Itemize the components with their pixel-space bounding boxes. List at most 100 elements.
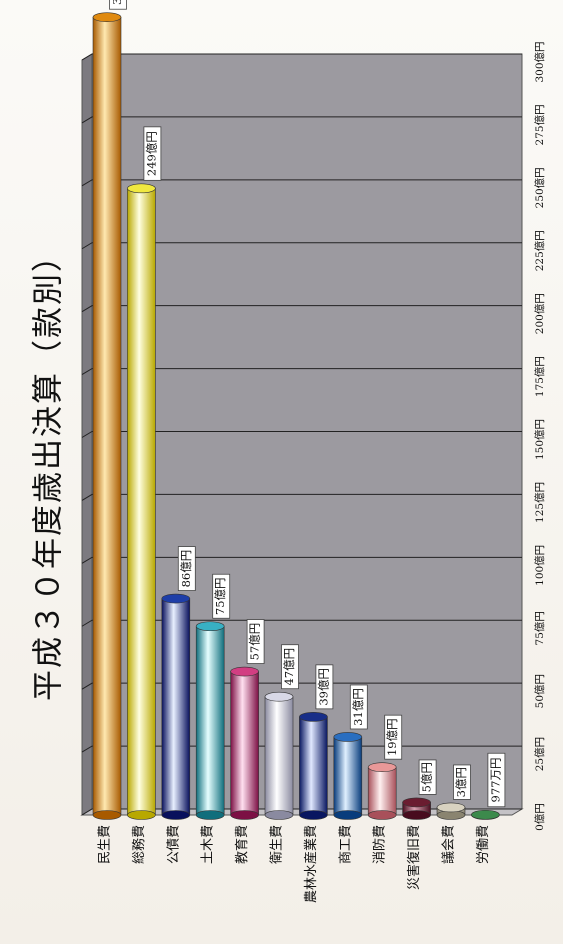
category-label: 衛生費	[270, 825, 285, 864]
category-label: 災害復旧費	[406, 825, 422, 890]
tick-label: 275億円	[533, 104, 546, 145]
category-label: 商工費	[338, 825, 353, 864]
data-label: 75億円	[212, 573, 231, 619]
bar-top	[127, 183, 156, 194]
data-label-box	[349, 684, 368, 730]
tick-label: 50億円	[533, 674, 546, 708]
tick-label: 225億円	[533, 230, 546, 271]
data-label-box	[453, 764, 471, 800]
data-label: 3億円	[453, 764, 471, 800]
bar	[299, 712, 328, 820]
data-label-box	[246, 619, 265, 664]
bar-base	[367, 810, 397, 820]
category-label: 労働費	[476, 825, 491, 864]
bar	[436, 802, 466, 820]
bar-top	[436, 802, 466, 813]
bar	[471, 809, 500, 820]
tick-label: 175億円	[533, 356, 546, 397]
gridline	[81, 493, 522, 501]
tick-label: 75億円	[533, 611, 546, 645]
bar-base	[402, 810, 431, 820]
data-label: 31億円	[349, 684, 368, 730]
bar	[161, 593, 191, 820]
gridline	[81, 682, 522, 690]
tick-label: 150億円	[533, 419, 546, 460]
tick-label: 300億円	[533, 41, 546, 82]
gridline	[81, 431, 522, 438]
bar-body	[230, 671, 259, 816]
bar-body	[195, 625, 225, 816]
bar-top	[471, 809, 500, 820]
data-label: 57億円	[246, 619, 265, 664]
data-label-box	[384, 714, 403, 760]
category-label: 農林水産業費	[303, 825, 319, 903]
data-label-box	[315, 664, 334, 710]
data-label-box	[418, 759, 437, 795]
bar-body	[161, 598, 191, 816]
data-label: 39億円	[315, 664, 334, 710]
bar	[230, 666, 259, 820]
data-label-text: 57億円	[248, 623, 262, 661]
bar	[367, 762, 397, 820]
data-label-text: 249億円	[144, 131, 158, 176]
bar-top	[230, 666, 259, 677]
bar-body	[127, 188, 156, 816]
data-label-box	[177, 546, 196, 591]
tick-label: 25億円	[533, 737, 546, 771]
bar-top	[92, 12, 122, 23]
bar-base	[127, 810, 156, 820]
data-label-text: 5億円	[420, 762, 434, 792]
gridline	[81, 179, 522, 187]
gridline	[81, 368, 522, 376]
data-label-text: 317億円	[110, 0, 124, 5]
data-label-text: 31億円	[351, 688, 365, 726]
data-label-box	[212, 573, 231, 619]
bar-base	[230, 810, 259, 820]
bar	[92, 12, 122, 820]
bar	[195, 621, 225, 820]
tick-label: 250億円	[533, 167, 546, 208]
data-label-text: 47億円	[282, 648, 296, 686]
data-label-box	[281, 644, 299, 690]
bar-base	[264, 810, 294, 820]
data-label-text: 75億円	[213, 577, 227, 615]
data-label: 47億円	[281, 644, 299, 690]
gridline	[81, 556, 522, 564]
bar-top	[195, 621, 225, 632]
data-label-box	[109, 0, 127, 10]
data-label-box	[143, 126, 162, 181]
data-label-text: 977万円	[488, 758, 502, 803]
bar-body	[367, 766, 397, 816]
data-label: 249億円	[143, 126, 162, 181]
tick-label: 200億円	[533, 293, 546, 334]
category-label: 民生費	[98, 825, 113, 864]
bar-base	[161, 810, 191, 820]
gridline	[81, 53, 522, 61]
bar-top	[299, 712, 328, 722]
gridline	[81, 242, 522, 250]
tick-label: 125億円	[533, 482, 546, 523]
bar	[264, 691, 294, 820]
bar-top	[264, 691, 294, 702]
category-label: 総務費	[132, 825, 147, 864]
data-label: 86億円	[177, 546, 196, 591]
data-label-text: 19億円	[385, 718, 399, 756]
data-label-text: 3億円	[454, 767, 468, 797]
bar-body	[264, 696, 294, 816]
tick-label: 0億円	[533, 803, 546, 831]
data-label: 5億円	[418, 759, 437, 795]
bar-top	[333, 732, 363, 742]
data-label: 19億円	[384, 714, 403, 760]
bar-body	[299, 716, 328, 816]
bar	[127, 183, 156, 820]
data-label-text: 86億円	[179, 550, 193, 588]
data-label: 977万円	[487, 752, 506, 808]
bar-base	[92, 810, 122, 820]
gridline	[81, 745, 522, 753]
bar-top	[367, 762, 397, 772]
data-label-text: 39億円	[316, 668, 330, 706]
data-label-box	[487, 752, 506, 808]
category-label: 議会費	[442, 825, 457, 864]
